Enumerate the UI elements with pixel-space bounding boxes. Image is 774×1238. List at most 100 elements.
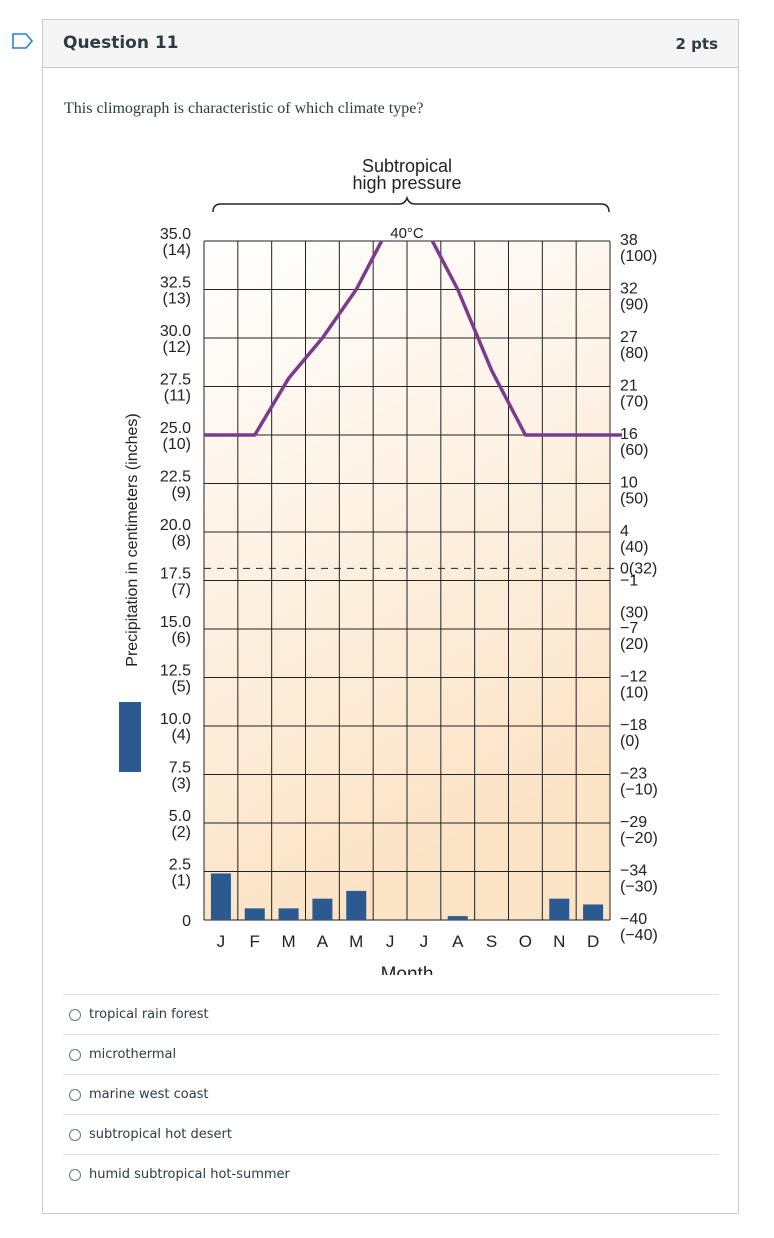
y-tick-label-left: 12.5 (160, 663, 191, 680)
peak-temp-label: 40°C (390, 225, 424, 242)
y-tick-sublabel-right: −1 (620, 572, 638, 589)
y-tick-label-left: 0 (182, 913, 191, 930)
y-tick-sublabel-left: (10) (163, 436, 191, 453)
y-tick-label-left: 35.0 (160, 226, 191, 243)
question-points: 2 pts (675, 35, 719, 53)
precip-bar (312, 898, 333, 920)
y-tick-sublabel-left: (8) (171, 533, 191, 550)
y-tick-label-right: −29 (620, 814, 647, 831)
x-tick-label: F (250, 932, 260, 951)
x-tick-label: A (317, 932, 329, 951)
y-tick-sublabel-left: (4) (171, 727, 191, 744)
y-tick-label-right: 32 (620, 281, 638, 298)
y-tick-sublabel-left: (14) (163, 242, 191, 259)
y-tick-label-right: −18 (620, 717, 647, 734)
answer-label: marine west coast (89, 1087, 209, 1102)
precip-bar (346, 890, 367, 920)
y-tick-sublabel-right: (80) (620, 345, 648, 362)
x-axis-label: Month (381, 964, 434, 975)
y-tick-label-left: 5.0 (169, 808, 191, 825)
answer-label: microthermal (89, 1047, 177, 1062)
y-tick-sublabel-left: (12) (163, 339, 191, 356)
y-tick-label-right: (30) (620, 604, 648, 621)
y-tick-sublabel-left: (1) (171, 873, 191, 890)
question-title: Question 11 (63, 33, 179, 53)
y-tick-label-right: 10 (620, 475, 638, 492)
answer-option[interactable]: tropical rain forest (63, 994, 719, 1034)
y-tick-label-right: 21 (620, 378, 638, 395)
radio-button[interactable] (69, 1048, 81, 1061)
y-axis-label-left: Precipitation in centimeters (inches) (124, 413, 141, 666)
precip-bar (278, 908, 299, 920)
x-tick-label: M (349, 932, 363, 951)
y-tick-label-left: 17.5 (160, 566, 191, 583)
chart-title-line-1: Subtropical (362, 156, 452, 176)
answer-label: tropical rain forest (89, 1007, 209, 1022)
y-tick-label-right: 27 (620, 329, 638, 346)
y-tick-sublabel-left: (5) (171, 679, 191, 696)
precip-bar (549, 898, 570, 920)
y-tick-label-left: 32.5 (160, 275, 191, 292)
y-tick-sublabel-left: (3) (171, 776, 191, 793)
title-brace (212, 195, 610, 213)
precip-bar (583, 904, 604, 920)
x-tick-label: J (386, 932, 395, 951)
answer-label: humid subtropical hot-summer (89, 1167, 290, 1182)
precip-bar (210, 873, 231, 920)
y-tick-sublabel-right: (−40) (620, 927, 658, 944)
y-tick-label-right: −7 (620, 620, 638, 637)
y-tick-label-left: 20.0 (160, 517, 191, 534)
y-tick-label-right: 4 (620, 523, 629, 540)
x-tick-label: M (281, 932, 295, 951)
answer-option[interactable]: microthermal (63, 1034, 719, 1074)
radio-button[interactable] (69, 1168, 81, 1181)
y-tick-sublabel-right: (−10) (620, 782, 658, 799)
x-tick-label: N (553, 932, 565, 951)
y-tick-label-right: 16 (620, 426, 638, 443)
y-tick-sublabel-right: (90) (620, 297, 648, 314)
y-tick-sublabel-right: (100) (620, 248, 657, 265)
radio-button[interactable] (69, 1088, 81, 1101)
answer-option[interactable]: humid subtropical hot-summer (63, 1154, 719, 1194)
temperature-line (204, 241, 622, 437)
precip-legend-swatch (119, 702, 141, 772)
x-tick-label: J (420, 932, 429, 951)
y-tick-sublabel-left: (9) (171, 485, 191, 502)
y-tick-label-left: 25.0 (160, 420, 191, 437)
precip-bar (447, 916, 468, 920)
y-tick-label-right: −12 (620, 669, 647, 686)
x-tick-label: D (587, 932, 599, 951)
x-tick-label: A (452, 932, 464, 951)
y-tick-label-right: −23 (620, 766, 647, 783)
y-tick-sublabel-right: (50) (620, 491, 648, 508)
chart-title-line-2: high pressure (352, 173, 461, 193)
y-tick-label-left: 30.0 (160, 323, 191, 340)
radio-button[interactable] (69, 1128, 81, 1141)
y-tick-label-left: 15.0 (160, 614, 191, 631)
answer-label: subtropical hot desert (89, 1127, 232, 1142)
radio-button[interactable] (69, 1008, 81, 1021)
answer-list: tropical rain forest microthermal marine… (63, 994, 719, 1194)
y-tick-sublabel-right: (70) (620, 394, 648, 411)
precip-bar (244, 908, 265, 920)
question-prompt: This climograph is characteristic of whi… (64, 100, 424, 117)
y-tick-label-right: −40 (620, 911, 647, 928)
answer-option[interactable]: marine west coast (63, 1074, 719, 1114)
x-tick-label: O (519, 932, 532, 951)
y-tick-label-right: −34 (620, 863, 647, 880)
y-tick-sublabel-right: (−20) (620, 830, 658, 847)
y-tick-sublabel-right: (20) (620, 636, 648, 653)
x-tick-label: S (486, 932, 497, 951)
y-tick-sublabel-right: (0) (620, 733, 640, 750)
y-tick-label-right: 38 (620, 232, 638, 249)
y-tick-sublabel-left: (11) (164, 388, 191, 405)
y-tick-sublabel-right: (40) (620, 539, 648, 556)
answer-option[interactable]: subtropical hot desert (63, 1114, 719, 1154)
y-tick-label-left: 22.5 (160, 469, 191, 486)
y-tick-sublabel-left: (7) (171, 582, 191, 599)
bookmark-flag-icon[interactable] (12, 33, 34, 49)
y-tick-label-right: 0(32) (620, 560, 657, 577)
y-tick-label-left: 10.0 (160, 711, 191, 728)
y-tick-sublabel-right: (10) (620, 685, 648, 702)
y-tick-sublabel-left: (6) (171, 630, 191, 647)
